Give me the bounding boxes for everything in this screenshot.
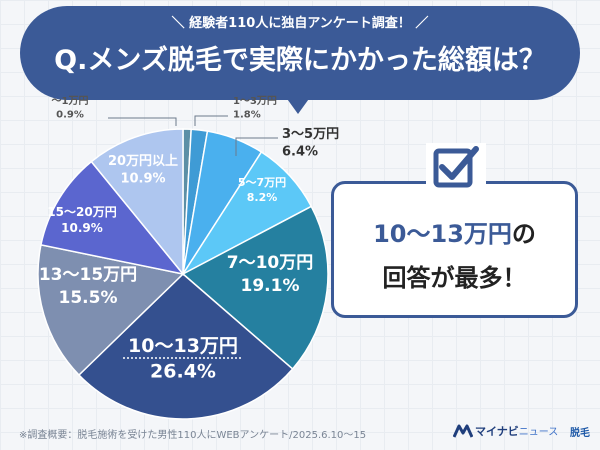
slice-label-6: 10〜13万円	[128, 335, 238, 357]
slice-label-4: 5〜7万円	[238, 176, 286, 189]
brand-sub: ニュース	[518, 427, 559, 438]
slice-label-3: 3〜5万円	[282, 127, 339, 142]
slice-value-3: 6.4%	[282, 145, 318, 160]
slice-label-1: 〜1万円	[52, 95, 89, 107]
leader-line-1	[108, 117, 177, 126]
slice-value-1: 0.9%	[56, 110, 84, 121]
survey-footnote: ※調査概要：脱毛施術を受けた男性110人にWEBアンケート/2025.6.10〜…	[19, 430, 367, 441]
slice-value-9: 10.9%	[120, 172, 165, 187]
slice-value-6: 26.4%	[150, 361, 216, 383]
leader-line-3	[235, 137, 278, 156]
survey-subtitle: ＼ 経験者110人に独自アンケート調査！ ／	[171, 16, 429, 31]
result-box: 10〜13万円の 回答が最多！	[331, 181, 578, 318]
brand-logo: マイナビニュース 脱毛	[453, 421, 590, 443]
slice-label-9: 20万円以上	[108, 154, 178, 169]
pie-slice-7	[37, 243, 185, 377]
result-line-1: 10〜13万円の	[334, 214, 575, 249]
pie-slice-5	[181, 205, 329, 371]
slice-value-5: 19.1%	[241, 276, 300, 296]
brand-tag: 脱毛	[570, 428, 590, 439]
slice-label-2: 1〜3万円	[233, 95, 277, 107]
pie-slice-6	[77, 272, 294, 420]
slice-value-4: 8.2%	[247, 191, 278, 204]
pie-slice-9	[90, 128, 184, 277]
pie-slice-8	[40, 160, 185, 276]
slice-label-7: 13〜15万円	[39, 265, 137, 285]
brand-main: マイナビ	[475, 425, 519, 438]
slice-value-8: 10.9%	[61, 221, 103, 235]
checkbox-check-icon	[426, 143, 486, 195]
brand-name: マイナビニュース	[475, 423, 558, 439]
question-title: Q.メンズ脱毛で実際にかかった総額は？	[54, 45, 546, 76]
title-bubble	[20, 6, 580, 100]
result-line-2: 回答が最多！	[382, 264, 527, 292]
result-top-range: 10〜13万円	[373, 220, 512, 248]
title-bubble-tail	[285, 96, 311, 114]
result-particle: の	[511, 220, 536, 248]
mynavi-logo-icon	[453, 424, 473, 438]
leader-line-2	[194, 115, 228, 126]
slice-value-7: 15.5%	[59, 288, 118, 308]
slice-value-2: 1.8%	[233, 110, 261, 121]
slice-label-5: 7〜10万円	[227, 253, 314, 273]
slice-label-8: 15〜20万円	[47, 205, 116, 219]
